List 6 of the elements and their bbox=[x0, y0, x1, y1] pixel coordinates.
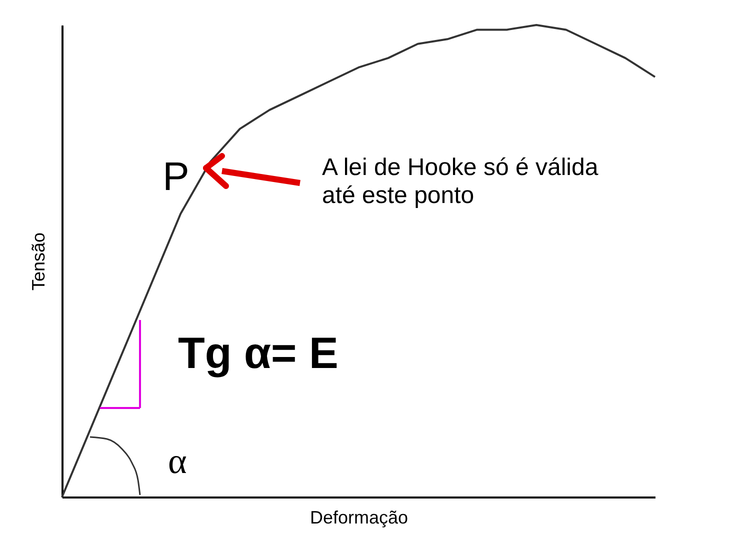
annotation: Tg α= E bbox=[178, 329, 338, 378]
x-axis-title: Deformação bbox=[310, 508, 408, 528]
y-axis-title: Tensão bbox=[28, 232, 48, 291]
annotation: P bbox=[162, 155, 190, 199]
annotation: α bbox=[168, 441, 187, 481]
annotation: A lei de Hooke só é válida até este ponto bbox=[322, 154, 599, 209]
